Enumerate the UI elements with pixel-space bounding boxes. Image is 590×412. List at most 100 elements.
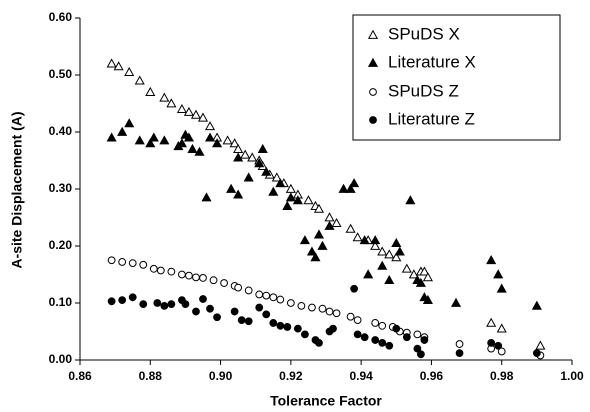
point <box>201 192 212 202</box>
point <box>209 276 218 285</box>
point <box>134 75 145 85</box>
point <box>176 103 187 114</box>
point <box>160 301 169 310</box>
point <box>134 135 145 145</box>
point <box>269 293 278 302</box>
point <box>360 333 369 342</box>
point <box>338 183 349 193</box>
point <box>308 303 316 312</box>
point <box>346 312 355 321</box>
point <box>486 317 497 327</box>
point <box>226 183 237 193</box>
point <box>106 132 117 142</box>
x-tick-label: 0.96 <box>420 369 444 383</box>
point <box>324 220 335 230</box>
point <box>145 138 156 148</box>
point <box>185 271 193 280</box>
point <box>233 152 244 162</box>
point <box>401 263 412 273</box>
point <box>420 336 429 344</box>
point <box>313 229 325 239</box>
x-tick-label: 0.90 <box>209 369 233 383</box>
point <box>153 299 162 307</box>
point <box>293 324 302 333</box>
point <box>255 303 264 312</box>
legend-label: SPuDS X <box>388 24 460 43</box>
y-tick-label: 0.30 <box>49 181 73 195</box>
point <box>187 143 198 153</box>
y-tick-label: 0.40 <box>49 124 73 138</box>
point <box>167 267 176 276</box>
point <box>416 350 425 359</box>
point <box>247 152 258 162</box>
point <box>139 260 148 269</box>
x-axis-title: Tolerance Factor <box>270 393 382 409</box>
point <box>332 309 341 318</box>
point <box>139 300 148 309</box>
x-tick-label: 0.86 <box>68 369 92 383</box>
point <box>450 297 462 307</box>
point <box>199 274 207 282</box>
point <box>359 235 370 245</box>
point <box>329 324 337 333</box>
point <box>413 330 422 339</box>
point <box>176 138 187 148</box>
point <box>255 290 264 299</box>
point <box>496 323 507 333</box>
x-tick-label: 1.00 <box>560 369 584 383</box>
point <box>283 323 292 331</box>
point <box>107 256 116 265</box>
y-tick-label: 0.20 <box>49 238 73 252</box>
x-tick-label: 0.98 <box>490 369 514 383</box>
legend-marker <box>367 57 379 67</box>
point <box>455 349 464 358</box>
point <box>149 264 158 273</box>
point <box>391 237 402 248</box>
point <box>413 344 422 353</box>
point <box>371 319 380 327</box>
point <box>268 186 279 196</box>
point <box>349 178 360 188</box>
point <box>535 340 546 350</box>
point <box>292 195 303 205</box>
point <box>384 249 395 259</box>
point <box>405 195 416 205</box>
point <box>455 340 464 348</box>
point <box>166 98 177 108</box>
point <box>271 172 282 182</box>
point <box>234 283 243 292</box>
point <box>262 291 271 300</box>
point <box>384 274 395 285</box>
point <box>331 217 342 228</box>
point <box>370 235 381 245</box>
point <box>350 284 359 293</box>
point <box>496 283 507 293</box>
point <box>244 286 253 295</box>
point <box>237 316 246 325</box>
point <box>378 321 387 330</box>
point <box>197 112 209 122</box>
point <box>532 349 541 358</box>
legend-label: Literature Z <box>388 109 475 128</box>
point <box>194 146 205 156</box>
point <box>124 118 135 128</box>
point <box>106 58 117 68</box>
point <box>306 246 317 256</box>
point <box>422 272 433 282</box>
legend-box <box>352 14 561 141</box>
point <box>229 138 240 148</box>
legend-marker <box>369 116 377 124</box>
x-tick-label: 0.88 <box>139 369 163 383</box>
point <box>118 296 127 305</box>
point <box>192 273 200 282</box>
point <box>113 61 124 71</box>
point <box>212 138 223 148</box>
point <box>285 192 296 202</box>
point <box>276 295 285 304</box>
point <box>148 132 159 142</box>
point <box>486 255 497 265</box>
point <box>206 304 214 313</box>
legend-label: SPuDS Z <box>388 81 459 100</box>
point <box>415 277 426 287</box>
point <box>159 135 170 145</box>
